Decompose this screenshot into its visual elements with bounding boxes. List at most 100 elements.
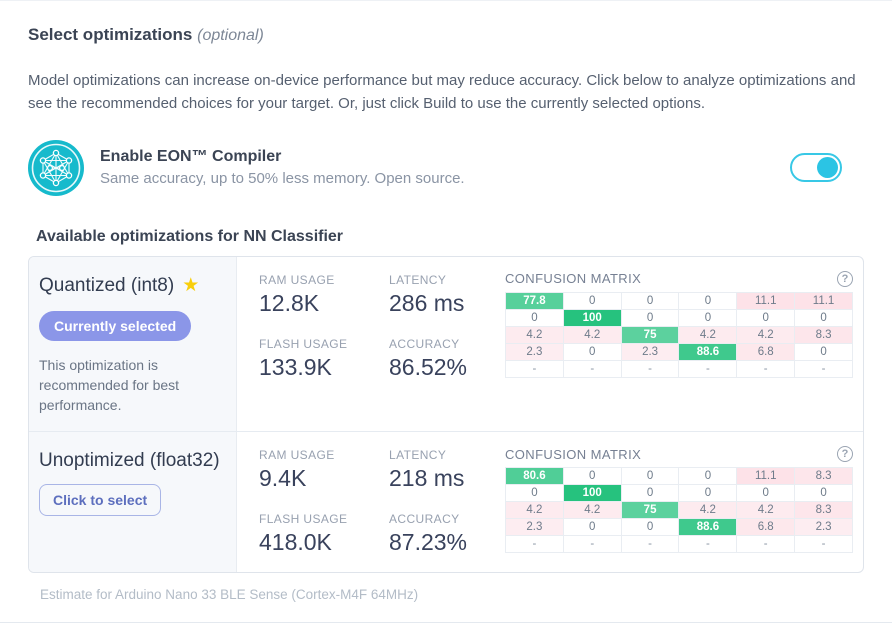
stat-label: LATENCY	[389, 448, 447, 463]
optimization-option-row: Quantized (int8) ★ Currently selected Th…	[29, 256, 863, 433]
confusion-matrix-cell: 100	[562, 308, 622, 327]
option-stats: RAM USAGE 12.8K LATENCY 286 ms FLASH USAGE 13…	[237, 257, 505, 432]
confusion-matrix-cell: 0	[794, 484, 853, 503]
confusion-matrix-cell: 4.2	[678, 501, 738, 520]
page-title: Select optimizations (optional)	[28, 25, 864, 45]
confusion-matrix-cell: 2.3	[620, 342, 680, 361]
confusion-matrix-cell: 88.6	[678, 518, 738, 537]
confusion-matrix-table: 77.8 0 0 0 11.1 11.1 0 100 0 0 0 0 4.2 4.2 75 4.2 4.2 8.3…	[505, 291, 853, 378]
confusion-matrix-cell: 11.1	[736, 467, 796, 486]
stat: RAM USAGE 12.8K	[259, 273, 389, 317]
confusion-matrix-section: CONFUSION MATRIX ? 80.6 0 0 0 11.1 8.3 0 100 0 0 0…	[505, 432, 863, 572]
confusion-matrix-cell: 0	[678, 308, 738, 327]
confusion-matrix-cell: 4.2	[562, 501, 622, 520]
stat: LATENCY 286 ms	[389, 273, 495, 317]
confusion-matrix-cell: 100	[562, 484, 622, 503]
stat-value: 286 ms	[389, 289, 465, 316]
confusion-matrix-cell: 0	[620, 518, 680, 537]
confusion-matrix-row: 2.3 0 2.3 88.6 6.8 0	[505, 342, 853, 361]
option-title: Unoptimized (float32)	[39, 450, 220, 472]
eon-compiler-text: Enable EON™ Compiler Same accuracy, up t…	[100, 148, 465, 187]
confusion-matrix-cell: 11.1	[794, 291, 853, 310]
stat-value: 12.8K	[259, 289, 320, 316]
toggle-knob	[817, 157, 838, 178]
confusion-matrix-row: ------	[505, 535, 853, 554]
stat-value: 418.0K	[259, 529, 332, 556]
eon-compiler-toggle[interactable]	[790, 153, 842, 182]
confusion-matrix-cell: 0	[562, 518, 622, 537]
confusion-matrix-cell: 0	[620, 308, 680, 327]
confusion-matrix-cell: 80.6	[505, 467, 564, 486]
confusion-matrix-cell: 0	[562, 291, 622, 310]
confusion-matrix-cell: 75	[620, 325, 680, 344]
confusion-matrix-row: 0 100 0 0 0 0	[505, 484, 853, 503]
confusion-matrix-title: CONFUSION MATRIX	[505, 446, 642, 462]
confusion-matrix-cell: -	[620, 535, 680, 554]
confusion-matrix-cell: 0	[736, 308, 796, 327]
confusion-matrix-cell: -	[736, 359, 796, 378]
confusion-matrix-cell: 0	[678, 291, 738, 310]
confusion-matrix-cell: 4.2	[562, 325, 622, 344]
confusion-matrix-cell: 0	[678, 467, 738, 486]
click-to-select-button[interactable]: Click to select	[39, 484, 162, 517]
confusion-matrix-cell: 2.3	[505, 518, 564, 537]
stat-value: 9.4K	[259, 465, 307, 492]
confusion-matrix-row: 77.8 0 0 0 11.1 11.1	[505, 291, 853, 310]
confusion-matrix-cell: 0	[736, 484, 796, 503]
confusion-matrix-cell: 4.2	[736, 501, 796, 520]
confusion-matrix-cell: -	[678, 359, 738, 378]
help-icon[interactable]: ?	[837, 446, 853, 463]
confusion-matrix-cell: -	[505, 535, 564, 554]
help-icon[interactable]: ?	[837, 270, 853, 287]
confusion-matrix-cell: 0	[505, 308, 564, 327]
confusion-matrix-cell: -	[620, 359, 680, 378]
confusion-matrix-row: ------	[505, 359, 853, 378]
confusion-matrix-cell: 6.8	[736, 342, 796, 361]
stat-value: 218 ms	[389, 465, 465, 492]
option-info-panel: Unoptimized (float32) ★ Click to select	[29, 432, 237, 573]
confusion-matrix-cell: 2.3	[794, 518, 853, 537]
confusion-matrix-cell: 75	[620, 501, 680, 520]
option-info-panel: Quantized (int8) ★ Currently selected Th…	[29, 256, 237, 432]
confusion-matrix-row: 2.3 0 0 88.6 6.8 2.3	[505, 518, 853, 537]
stat-label: FLASH USAGE	[259, 512, 348, 527]
stat-label: FLASH USAGE	[259, 336, 348, 351]
confusion-matrix-cell: -	[736, 535, 796, 554]
confusion-matrix-row: 0 100 0 0 0 0	[505, 308, 853, 327]
confusion-matrix-cell: 8.3	[794, 501, 853, 520]
eon-compiler-subtitle: Same accuracy, up to 50% less memory. Op…	[100, 170, 465, 187]
confusion-matrix-cell: 0	[620, 484, 680, 503]
optional-label: (optional)	[197, 27, 264, 44]
option-title: Quantized (int8)	[39, 274, 175, 296]
confusion-matrix-cell: -	[794, 359, 853, 378]
currently-selected-badge: Currently selected	[39, 310, 192, 341]
confusion-matrix-table: 80.6 0 0 0 11.1 8.3 0 100 0 0 0 0 4.2 4.2 75 4.2 4.2 8.3 2…	[505, 467, 853, 554]
confusion-matrix-cell: -	[562, 359, 622, 378]
confusion-matrix-cell: -	[678, 535, 738, 554]
available-optimizations-title: Available optimizations for NN Classifie…	[36, 227, 344, 245]
confusion-matrix-cell: 88.6	[678, 342, 738, 361]
confusion-matrix-row: 4.2 4.2 75 4.2 4.2 8.3	[505, 325, 853, 344]
stat-label: LATENCY	[389, 272, 447, 287]
confusion-matrix-cell: 8.3	[794, 325, 853, 344]
page-title-text: Select optimizations	[28, 25, 193, 44]
confusion-matrix-cell: 0	[620, 291, 680, 310]
confusion-matrix-cell: 0	[794, 308, 853, 327]
confusion-matrix-cell: 2.3	[505, 342, 564, 361]
confusion-matrix-row: 4.2 4.2 75 4.2 4.2 8.3	[505, 501, 853, 520]
confusion-matrix-cell: -	[794, 535, 853, 554]
confusion-matrix-cell: 0	[794, 342, 853, 361]
confusion-matrix-cell: 4.2	[505, 325, 564, 344]
confusion-matrix-section: CONFUSION MATRIX ? 77.8 0 0 0 11.1 11.1 0 100 0 0…	[505, 257, 863, 432]
confusion-matrix-cell: 77.8	[505, 291, 564, 310]
confusion-matrix-row: 80.6 0 0 0 11.1 8.3	[505, 467, 853, 486]
confusion-matrix-cell: 4.2	[505, 501, 564, 520]
confusion-matrix-cell: 6.8	[736, 518, 796, 537]
stat: FLASH USAGE 418.0K	[259, 512, 389, 556]
eon-compiler-title: Enable EON™ Compiler	[100, 148, 282, 165]
confusion-matrix-cell: 0	[505, 484, 564, 503]
options-list: Quantized (int8) ★ Currently selected Th…	[28, 255, 864, 574]
stat-value: 86.52%	[389, 353, 468, 380]
eon-compiler-row: Enable EON™ Compiler Same accuracy, up t…	[28, 139, 864, 196]
